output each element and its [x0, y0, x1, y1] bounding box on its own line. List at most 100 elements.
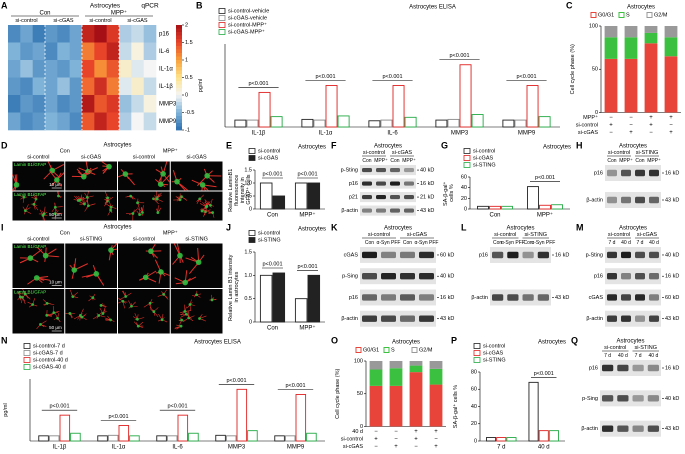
heat-cell	[32, 42, 46, 61]
legend-label: si-control-vehicle	[228, 8, 269, 14]
heat-cell	[119, 60, 132, 78]
bar-segment	[644, 32, 658, 44]
panel-label: Q	[571, 335, 578, 345]
blot-strip	[490, 289, 551, 306]
blot-band	[362, 251, 377, 259]
bar	[247, 430, 258, 442]
colorbar-step	[176, 116, 182, 120]
bar	[551, 204, 563, 210]
condition-label: 40 d	[352, 429, 363, 435]
nucleus	[32, 202, 36, 206]
blot-band	[647, 395, 659, 402]
blot-band	[362, 273, 377, 280]
heat-cell	[69, 112, 83, 131]
blot-band	[632, 364, 644, 372]
protein-label: p-Sing	[342, 274, 358, 280]
p-value: p<0.001	[297, 171, 317, 177]
bar	[459, 64, 472, 128]
y-tick-label: 60	[461, 174, 467, 180]
colorbar-step	[176, 32, 182, 36]
nucleus	[106, 196, 110, 200]
nucleus	[162, 293, 166, 296]
blot-band	[649, 294, 659, 301]
blot-band	[419, 315, 434, 322]
micrograph	[12, 243, 65, 288]
lane-label: 7 d	[635, 353, 642, 359]
condition-label: si-cGAS	[343, 444, 364, 450]
nucleus	[142, 274, 149, 281]
nucleus	[198, 197, 202, 201]
scale-label: 10 μm	[49, 182, 62, 187]
legend-label: si-cGAS	[473, 155, 494, 161]
nucleus	[53, 205, 57, 209]
y-tick-label: 50	[592, 67, 598, 73]
nucleus	[157, 181, 164, 188]
legend-swatch	[248, 155, 256, 161]
blot-band	[602, 425, 614, 432]
nucleus	[39, 323, 42, 326]
bar	[527, 186, 539, 210]
blot-band	[381, 315, 396, 322]
panel-label: L	[461, 222, 467, 232]
nucleus	[180, 195, 183, 199]
heat-cell	[57, 77, 70, 96]
heat-cell	[32, 112, 46, 131]
blot-band	[404, 195, 414, 200]
bar-segment	[389, 368, 403, 386]
condition-sign: +	[669, 115, 673, 121]
blot-band	[404, 208, 414, 213]
lane-label: 7 d	[637, 240, 644, 246]
heat-cell	[20, 60, 33, 78]
blot-band	[537, 251, 549, 259]
panel-label: F	[331, 140, 337, 150]
title: Astrocytes	[619, 144, 647, 150]
nucleus	[204, 210, 207, 214]
x-tick-label: MPP⁺	[299, 212, 315, 219]
p-value: p<0.001	[226, 378, 246, 384]
heat-cell	[45, 112, 58, 131]
heat-cell	[106, 42, 120, 61]
nucleus	[204, 172, 210, 179]
condition-label: MPP⁺	[583, 114, 598, 121]
row-label: IL-6	[159, 49, 170, 55]
blot-band	[400, 251, 415, 259]
panel-label: P	[451, 335, 457, 345]
nucleus	[109, 205, 113, 209]
heat-cell	[94, 25, 107, 43]
title: Astrocytes	[619, 226, 647, 232]
heat-cell	[94, 42, 107, 61]
condition-sign: +	[414, 429, 418, 435]
bar	[404, 116, 417, 128]
blot-band	[607, 251, 617, 259]
nucleus	[91, 296, 95, 299]
blot-band	[376, 195, 386, 200]
heat-cell	[32, 25, 46, 43]
heat-cell	[94, 95, 107, 113]
size-label: 43 kD	[665, 426, 679, 432]
heat-cell	[45, 25, 58, 43]
condition-sign: −	[434, 437, 438, 443]
blot-band	[507, 294, 519, 301]
bar-segment	[369, 361, 383, 370]
row-label: IL-1α	[159, 66, 173, 72]
blot-band	[390, 168, 400, 173]
group-label: si-STING	[524, 232, 547, 238]
protein-label: cGAS	[344, 252, 359, 258]
colorbar-step	[176, 60, 182, 64]
x-tick-label: 40 d	[538, 445, 550, 451]
size-label: 21 kD	[420, 195, 434, 201]
heat-cell	[69, 42, 83, 61]
lane-label: MPP⁺	[619, 158, 633, 164]
nucleus	[188, 303, 192, 306]
micrograph	[170, 191, 223, 221]
blot-strip	[605, 289, 661, 306]
protein-label: β-actin	[581, 426, 598, 432]
size-label: 16 kD	[665, 274, 679, 280]
colorbar-step	[176, 119, 182, 124]
bar	[236, 388, 248, 442]
bar	[368, 120, 381, 128]
condition-sign: −	[394, 429, 398, 435]
blot-band	[621, 273, 631, 280]
bar-segment	[389, 361, 403, 369]
legend-swatch	[463, 162, 471, 168]
